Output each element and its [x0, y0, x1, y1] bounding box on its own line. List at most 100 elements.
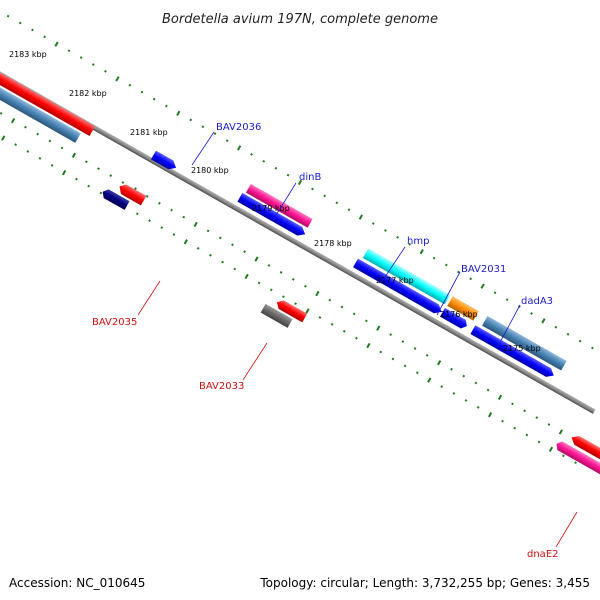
inner-scale-tick — [109, 174, 113, 177]
kbp-label-2182: 2182 kbp — [69, 89, 107, 98]
outer-scale-tick — [128, 83, 132, 87]
inner-scale-tick — [376, 325, 381, 331]
outer-scale-tick — [311, 187, 314, 191]
gene-bav2035-arrow — [102, 189, 130, 210]
gene-steelblue-left-arrow — [0, 77, 81, 143]
outer-scale-tick — [262, 159, 266, 163]
inner-scale-tick-2 — [452, 392, 456, 395]
inner-scale-tick — [364, 319, 368, 323]
inner-scale-tick-2 — [282, 295, 285, 299]
inner-scale-tick-2 — [501, 419, 504, 423]
tick-marks — [0, 14, 594, 465]
outer-scale-tick — [140, 90, 144, 94]
inner-scale-tick — [497, 394, 503, 400]
inner-scale-tick-2 — [209, 253, 212, 257]
outer-scale-tick — [335, 201, 339, 205]
outer-scale-tick — [408, 242, 412, 246]
outer-scale-tick — [104, 70, 107, 73]
gene-red-small-arrow-2 — [276, 300, 308, 323]
inner-scale-tick-2 — [1, 135, 6, 141]
inner-scale-tick-2 — [14, 143, 17, 146]
inner-scale-tick-2 — [148, 219, 151, 223]
gene-label-bav2033: BAV2033 — [199, 381, 244, 392]
outer-scale-tick — [250, 153, 253, 156]
outer-scale-tick — [6, 14, 10, 18]
outer-scale-tick — [225, 139, 229, 142]
inner-scale-tick-2 — [221, 260, 224, 264]
gene-red-small-arrow — [119, 184, 147, 206]
inner-scale-tick-2 — [415, 371, 419, 375]
gene-label-dada3: dadA3 — [521, 296, 553, 307]
outer-scale-tick — [176, 110, 181, 117]
outer-scale-tick — [457, 270, 460, 274]
outer-scale-tick — [164, 104, 168, 108]
outer-scale-tick — [31, 28, 34, 32]
inner-scale-tick-2 — [562, 454, 565, 458]
inner-scale-tick — [474, 381, 478, 385]
outer-scale-tick — [384, 229, 387, 232]
outer-scale-tick — [591, 346, 594, 350]
inner-scale-tick-2 — [427, 377, 432, 383]
inner-scale-tick-2 — [440, 385, 444, 388]
inner-scale-tick-2 — [196, 246, 200, 250]
map-title: Bordetella avium 197N, complete genome — [162, 12, 438, 27]
gene-label-bav2035: BAV2035 — [92, 317, 137, 328]
outer-scale-tick — [432, 256, 436, 260]
gene-blue-arrow-2 — [353, 258, 442, 314]
inner-scale-tick — [547, 423, 551, 426]
inner-scale-tick — [401, 340, 405, 343]
inner-scale-tick — [425, 354, 429, 357]
inner-scale-tick-2 — [464, 399, 468, 402]
inner-scale-tick-2 — [342, 329, 346, 333]
inner-scale-tick — [243, 250, 246, 254]
inner-scale-tick-2 — [330, 323, 334, 326]
leader-dada3 — [496, 304, 521, 349]
kbp-label-2175: 2175 kbp — [503, 344, 541, 353]
gene-bav2031-arrow — [447, 296, 479, 321]
outer-scale-tick — [115, 76, 120, 82]
outer-scale-tick — [371, 222, 375, 225]
outer-scale-tick — [358, 214, 363, 220]
kbp-label-2177: 2177 kbp — [376, 276, 414, 285]
gene-blue-arrow-4 — [470, 325, 554, 377]
inner-scale-tick-2 — [38, 157, 42, 160]
gene-label-dnae2: dnaE2 — [527, 549, 559, 560]
outer-scale-tick — [554, 325, 558, 329]
inner-scale-tick — [145, 194, 149, 198]
inner-scale-tick-2 — [75, 177, 78, 181]
outer-scale-tick — [530, 312, 533, 315]
inner-scale-tick — [279, 271, 283, 274]
inner-scale-tick-2 — [183, 239, 188, 245]
outer-scale-tick — [541, 318, 546, 324]
inner-scale-tick-2 — [99, 191, 103, 195]
outer-scale-tick — [67, 49, 71, 53]
gene-red-long-arrow — [571, 436, 600, 490]
gene-label-bav2031: BAV2031 — [461, 264, 506, 275]
inner-scale-tick-2 — [488, 412, 493, 418]
inner-scale-tick — [10, 118, 16, 124]
inner-scale-tick-2 — [548, 446, 554, 452]
outer-scale-tick — [396, 236, 400, 239]
outer-scale-tick — [444, 263, 448, 267]
inner-scale-tick-2 — [525, 433, 529, 437]
topology-text: Topology: circular; Length: 3,732,255 bp… — [259, 576, 590, 590]
inner-scale-tick-2 — [574, 461, 577, 465]
gene-label-bav2036: BAV2036 — [216, 122, 261, 133]
inner-scale-tick — [170, 208, 173, 212]
outer-scale-tick — [419, 248, 424, 255]
inner-scale-tick — [182, 215, 186, 219]
inner-scale-tick — [85, 160, 88, 164]
inner-scale-tick-2 — [244, 273, 249, 280]
leader-dinb — [272, 182, 297, 221]
gene-hmp-arrow — [362, 248, 451, 305]
outer-scale-tick — [237, 145, 242, 151]
outer-scale-tick — [297, 179, 303, 186]
outer-scale-tick — [323, 194, 326, 198]
outer-scale-tick — [79, 56, 83, 59]
inner-scale-tick — [24, 125, 27, 129]
gene-bav2036-arrow — [150, 150, 177, 170]
inner-scale-tick — [206, 229, 210, 233]
kbp-label-2181: 2181 kbp — [130, 128, 168, 137]
inner-scale-tick — [0, 112, 3, 115]
